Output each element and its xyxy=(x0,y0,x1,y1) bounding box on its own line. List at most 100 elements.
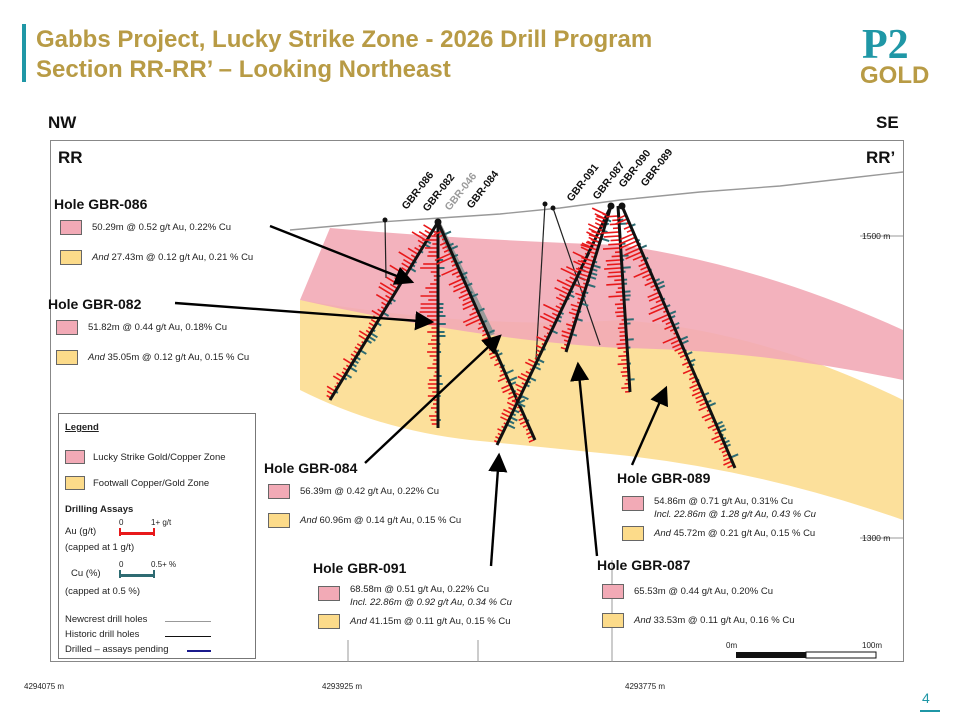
assay-gbr084-line1: 56.39m @ 0.42 g/t Au, 0.22% Cu xyxy=(300,486,440,497)
assay-gbr086-line1: 50.29m @ 0.52 g/t Au, 0.22% Cu xyxy=(92,222,232,233)
hole-gbr090-trace xyxy=(616,205,632,393)
legend-cu-label: Cu (%) xyxy=(71,568,101,579)
au-assay-bar xyxy=(358,330,369,338)
lucky-strike-zone xyxy=(300,228,903,380)
au-assay-bar xyxy=(433,230,443,236)
hole-title-gbr089: Hole GBR-089 xyxy=(617,470,711,486)
au-assay-bar xyxy=(701,412,712,419)
assay-gbr091-line1: 68.58m @ 0.51 g/t Au, 0.22% Cu xyxy=(350,584,490,595)
au-assay-bar xyxy=(561,286,571,292)
au-assay-bar xyxy=(633,269,651,278)
au-assay-bar xyxy=(617,346,628,350)
au-assay-bar xyxy=(608,271,623,274)
hole-collar xyxy=(618,202,626,210)
au-assay-bar xyxy=(603,235,620,238)
scale-min-label: 0m xyxy=(726,641,738,650)
au-assay-bar xyxy=(617,236,636,246)
au-assay-bar xyxy=(607,275,623,278)
au-assay-bar xyxy=(682,368,693,375)
elevation-1300: 1300 m xyxy=(862,533,891,543)
legend-newcrest: Newcrest drill holes xyxy=(65,614,148,625)
au-assay-bar xyxy=(506,401,516,408)
zone-swatch-pink xyxy=(318,586,340,601)
au-assay-bar xyxy=(689,383,700,389)
au-assay-bar xyxy=(543,312,558,321)
au-assay-bar xyxy=(695,398,706,404)
au-assay-bar xyxy=(573,260,583,267)
au-assay-bar xyxy=(332,375,342,382)
au-assay-bar xyxy=(664,324,674,330)
legend-panel: Legend Lucky Strike Gold/Copper Zone Foo… xyxy=(58,413,256,659)
zone-swatch-pink xyxy=(60,220,82,235)
au-assay-bar xyxy=(375,293,390,304)
au-assay-bar xyxy=(560,267,578,278)
au-assay-bar xyxy=(572,251,587,260)
au-assay-bar xyxy=(561,330,572,335)
au-assay-bar xyxy=(609,223,620,226)
hole-collar xyxy=(607,202,615,210)
assay-gbr087-line1: 65.53m @ 0.44 g/t Au, 0.20% Cu xyxy=(634,586,774,597)
page-number-underline xyxy=(920,710,940,712)
au-assay-bar xyxy=(458,292,471,299)
au-assay-bar xyxy=(462,299,474,306)
assay-gbr089-line1: 54.86m @ 0.71 g/t Au, 0.31% Cu xyxy=(654,496,794,507)
assay-gbr091-incl: Incl. 22.86m @ 0.92 g/t Au, 0.34 % Cu xyxy=(350,597,512,608)
au-assay-bar xyxy=(585,241,599,247)
au-assay-bar xyxy=(614,302,625,306)
au-assay-bar xyxy=(577,259,593,267)
au-assay-bar xyxy=(501,383,511,390)
au-assay-bar xyxy=(497,376,508,383)
legend-cu-bar xyxy=(119,574,155,577)
topographic-surface xyxy=(289,171,904,231)
zone-swatch-yellow xyxy=(318,614,340,629)
legend-au-min: 0 xyxy=(119,518,124,527)
historic-drill-hole xyxy=(384,219,387,279)
au-assay-bar xyxy=(536,335,547,343)
hole-collar xyxy=(550,205,556,211)
arrow-gbr087 xyxy=(570,361,599,557)
au-assay-bar xyxy=(647,291,660,299)
scale-max-label: 100m xyxy=(862,641,883,650)
au-assay-bar xyxy=(515,383,525,390)
au-assay-bar xyxy=(611,255,622,258)
arrow-gbr082 xyxy=(174,301,435,331)
au-assay-bar xyxy=(434,252,453,262)
au-assay-bar xyxy=(604,267,623,270)
legend-cu-tick xyxy=(119,570,121,578)
logo-gold-text: GOLD xyxy=(860,62,929,86)
assay-gbr089-line2: And 45.72m @ 0.21 g/t Au, 0.15 % Cu xyxy=(654,528,816,539)
section-frame xyxy=(50,140,904,662)
au-assay-bar xyxy=(723,460,733,466)
au-assay-bar xyxy=(448,277,464,286)
assay-gbr089-incl: Incl. 22.86m @ 1.28 g/t Au, 0.43 % Cu xyxy=(654,509,816,520)
drill-traces xyxy=(326,202,739,469)
au-assay-bar xyxy=(588,234,602,240)
au-assay-bar xyxy=(642,273,652,279)
zone-swatch-pink xyxy=(622,496,644,511)
au-assay-bar xyxy=(619,240,638,250)
au-assay-bar xyxy=(398,251,415,263)
section-label-rr: RR xyxy=(58,148,83,167)
assay-gbr082-line2: And 35.05m @ 0.12 g/t Au, 0.15 % Cu xyxy=(88,352,250,363)
au-assay-bar xyxy=(650,302,665,310)
au-assay-bar xyxy=(441,266,459,276)
au-assay-bar xyxy=(674,346,684,352)
zone-swatch-pink xyxy=(268,484,290,499)
au-assay-bar xyxy=(565,265,580,274)
assay-gbr082-line1: 51.82m @ 0.44 g/t Au, 0.18% Cu xyxy=(88,322,228,333)
direction-nw: NW xyxy=(48,113,77,132)
easting-label-2: 4293925 m xyxy=(322,682,363,691)
legend-au-bar xyxy=(119,532,155,535)
au-assay-bar xyxy=(524,361,535,368)
slide-title: Gabbs Project, Lucky Strike Zone - 2026 … xyxy=(36,26,653,53)
au-assay-bar xyxy=(453,285,467,293)
au-assay-bar xyxy=(520,372,530,379)
au-assay-bar xyxy=(462,314,480,324)
legend-pending: Drilled – assays pending xyxy=(65,644,169,655)
au-assay-bar xyxy=(620,232,635,241)
au-assay-bar xyxy=(575,267,591,274)
au-assay-bar xyxy=(561,334,571,339)
legend-historic: Historic drill holes xyxy=(65,629,140,640)
hole-collar xyxy=(382,217,388,223)
au-assay-bar xyxy=(632,254,644,261)
